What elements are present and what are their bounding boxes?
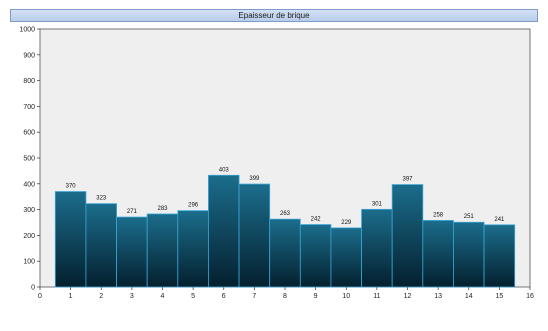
data-labels: 370 323 271 283 296 403 399 263 242 229 301 397 258 2…: [66, 167, 505, 226]
bar: [361, 208, 393, 288]
data-label: 403: [219, 167, 230, 173]
bars: [54, 174, 516, 288]
bar: [483, 224, 516, 288]
data-label: 263: [280, 211, 291, 217]
x-tick-label: 8: [283, 293, 287, 300]
bar: [391, 184, 424, 288]
bar: [208, 174, 240, 288]
bar: [299, 224, 332, 288]
x-tick-label: 13: [434, 293, 442, 300]
bar: [330, 227, 362, 288]
y-tick-label: 200: [23, 233, 35, 240]
data-label: 242: [311, 217, 322, 223]
bar: [269, 218, 301, 288]
data-label: 229: [341, 220, 352, 226]
bar: [85, 203, 117, 288]
data-label: 370: [66, 184, 77, 190]
x-tick-label: 15: [495, 293, 503, 300]
x-tick-label: 5: [191, 293, 195, 300]
data-label: 258: [433, 212, 444, 218]
x-axis: 0 1 2 3 4 5 6 7 8 9 10 11 12 13 14 15 16: [38, 287, 534, 300]
data-label: 399: [249, 176, 260, 182]
x-tick-label: 4: [161, 293, 165, 300]
y-tick-label: 1000: [19, 27, 35, 34]
data-label: 241: [494, 217, 505, 223]
bar: [238, 183, 271, 288]
data-label: 301: [372, 201, 383, 207]
y-tick-label: 300: [23, 207, 35, 214]
x-tick-label: 0: [38, 293, 42, 300]
data-label: 323: [96, 196, 107, 202]
x-tick-label: 10: [342, 293, 350, 300]
bar: [146, 213, 179, 288]
y-tick-label: 800: [23, 78, 35, 85]
data-label: 296: [188, 203, 199, 209]
bar: [177, 210, 209, 288]
x-tick-label: 14: [465, 293, 473, 300]
y-tick-label: 400: [23, 181, 35, 188]
bar: [116, 216, 148, 288]
x-tick-label: 7: [252, 293, 256, 300]
data-label: 251: [464, 214, 475, 220]
chart-title: Epaisseur de brique: [10, 9, 538, 22]
y-tick-label: 600: [23, 130, 35, 137]
x-tick-label: 6: [222, 293, 226, 300]
data-label: 397: [402, 177, 413, 183]
bar: [54, 191, 87, 288]
x-tick-label: 2: [99, 293, 103, 300]
y-tick-label: 700: [23, 104, 35, 111]
x-tick-label: 9: [314, 293, 318, 300]
y-tick-label: 500: [23, 156, 35, 163]
bar: [422, 220, 454, 288]
data-label: 283: [157, 206, 168, 212]
data-label: 271: [127, 209, 138, 215]
x-tick-label: 3: [130, 293, 134, 300]
bar: [453, 221, 485, 288]
y-tick-label: 100: [23, 259, 35, 266]
y-tick-label: 0: [31, 285, 35, 292]
x-tick-label: 11: [373, 293, 380, 300]
x-tick-label: 12: [404, 293, 412, 300]
x-tick-label: 1: [69, 293, 73, 300]
y-tick-label: 900: [23, 52, 35, 59]
y-axis: 0 100 200 300 400 500 600 700 800 900 1000: [19, 27, 40, 292]
x-tick-label: 16: [526, 293, 534, 300]
